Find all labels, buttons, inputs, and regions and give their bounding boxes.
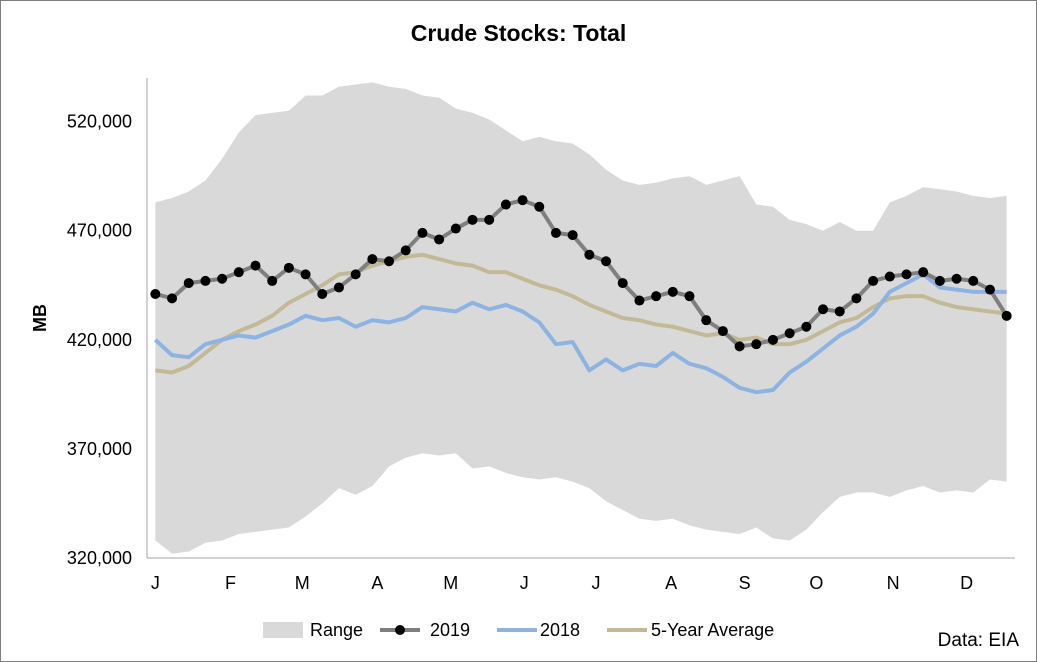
series-line-2019 <box>154 198 1009 349</box>
axis-layer <box>146 78 1015 559</box>
data-point-2019 <box>634 295 645 306</box>
data-point-2019 <box>300 269 311 280</box>
data-point-2019 <box>167 293 178 304</box>
data-point-2019 <box>333 282 344 293</box>
data-point-2019 <box>968 275 979 286</box>
legend-label-2018: 2018 <box>540 620 580 640</box>
data-point-2019 <box>484 214 495 225</box>
data-point-2019 <box>1001 310 1012 321</box>
data-point-2019 <box>384 256 395 267</box>
legend-marker-2019 <box>395 625 405 635</box>
data-point-2019 <box>734 341 745 352</box>
data-point-2019 <box>317 289 328 299</box>
data-point-2019 <box>517 195 528 206</box>
x-tick-label: N <box>887 573 900 593</box>
data-point-2019 <box>984 284 995 295</box>
x-tick-label: S <box>739 573 751 593</box>
data-point-2019 <box>717 326 728 337</box>
data-point-2019 <box>417 227 428 238</box>
data-point-2019 <box>217 273 228 284</box>
data-point-2019 <box>884 271 895 282</box>
y-tick-label: 520,000 <box>67 112 132 132</box>
data-point-2019 <box>918 267 929 278</box>
y-tick-label: 370,000 <box>67 439 132 459</box>
data-point-2019 <box>701 315 712 326</box>
data-point-2019 <box>868 275 879 286</box>
data-source-note: Data: EIA <box>937 630 1019 651</box>
data-point-2019 <box>651 291 662 302</box>
y-tick-labels: 320,000 370,000 420,000 470,000 520,000 <box>67 112 132 568</box>
y-axis-label: MB <box>30 304 50 332</box>
data-point-2019 <box>283 262 294 273</box>
data-point-2019 <box>250 260 261 271</box>
data-point-2019 <box>267 275 278 286</box>
data-point-2019 <box>183 278 194 289</box>
data-point-2019 <box>901 269 912 280</box>
x-tick-label: J <box>520 573 529 593</box>
data-point-2019 <box>818 304 829 315</box>
data-point-2019 <box>951 273 962 284</box>
data-point-2019 <box>367 254 378 265</box>
data-point-2019 <box>350 269 361 280</box>
data-point-2019 <box>150 289 161 299</box>
data-point-2019 <box>534 201 545 212</box>
legend: Range 2019 2018 5-Year Average <box>263 620 774 640</box>
range-area <box>155 82 1007 554</box>
data-point-2019 <box>851 293 862 304</box>
data-point-2019 <box>767 334 778 345</box>
x-tick-label: M <box>443 573 458 593</box>
data-point-2019 <box>617 278 628 289</box>
series-line-5-year-average <box>155 252 1007 375</box>
y-tick-label: 420,000 <box>67 330 132 350</box>
legend-label-5-year-average: 5-Year Average <box>651 620 774 640</box>
legend-swatch-range <box>263 622 303 638</box>
data-point-2019 <box>751 339 762 350</box>
data-point-2019 <box>667 286 678 297</box>
x-tick-label: M <box>295 573 310 593</box>
data-point-2019 <box>584 249 595 260</box>
data-point-2019 <box>934 275 945 286</box>
data-point-2019 <box>450 223 461 234</box>
x-tick-label: F <box>225 573 236 593</box>
x-tick-label: A <box>665 573 677 593</box>
data-point-2019 <box>684 291 695 302</box>
x-tick-label: A <box>371 573 383 593</box>
x-tick-label: O <box>809 573 823 593</box>
data-point-2019 <box>834 306 845 317</box>
chart-title: Crude Stocks: Total <box>410 20 627 46</box>
data-point-2019 <box>434 234 445 245</box>
data-point-2019 <box>601 256 612 267</box>
y-tick-label: 470,000 <box>67 221 132 241</box>
data-point-2019 <box>467 214 478 225</box>
data-point-2019 <box>200 275 211 286</box>
series-line-2018 <box>153 272 1007 395</box>
data-point-2019 <box>400 245 411 256</box>
data-point-2019 <box>567 230 578 241</box>
x-tick-label: J <box>592 573 601 593</box>
data-point-2019 <box>801 321 812 332</box>
legend-label-2019: 2019 <box>430 620 470 640</box>
x-tick-label: J <box>151 573 160 593</box>
range-area-layer <box>155 82 1007 554</box>
legend-label-range: Range <box>310 620 363 640</box>
data-point-2019 <box>784 328 795 339</box>
series-layer <box>150 195 1012 395</box>
data-point-2019 <box>500 199 511 210</box>
data-point-2019 <box>550 227 561 238</box>
data-point-2019 <box>233 267 244 278</box>
x-tick-label: D <box>960 573 973 593</box>
y-tick-label: 320,000 <box>67 548 132 568</box>
